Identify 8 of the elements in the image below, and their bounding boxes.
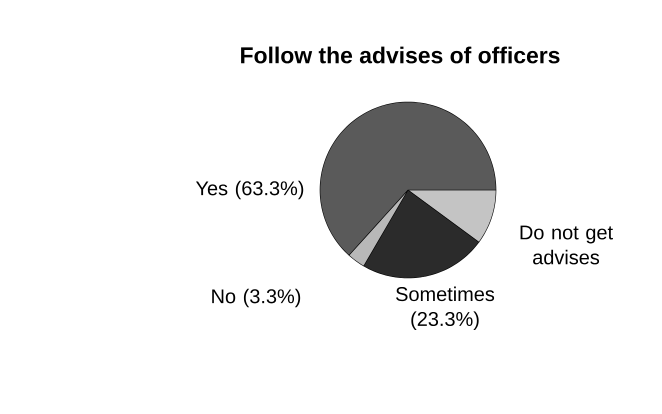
slice-label: Sometimes (396, 286, 494, 302)
data-label: (23.3%) (411, 311, 479, 330)
slice-label: Yes (196, 181, 228, 196)
chart-title: Follow the advises of officers (241, 46, 560, 64)
data-label: (63.3%) (236, 180, 304, 200)
slice-label: Do not get advises (520, 226, 613, 264)
data-label: (3.3%) (244, 288, 300, 308)
slice-label: No (212, 289, 236, 304)
